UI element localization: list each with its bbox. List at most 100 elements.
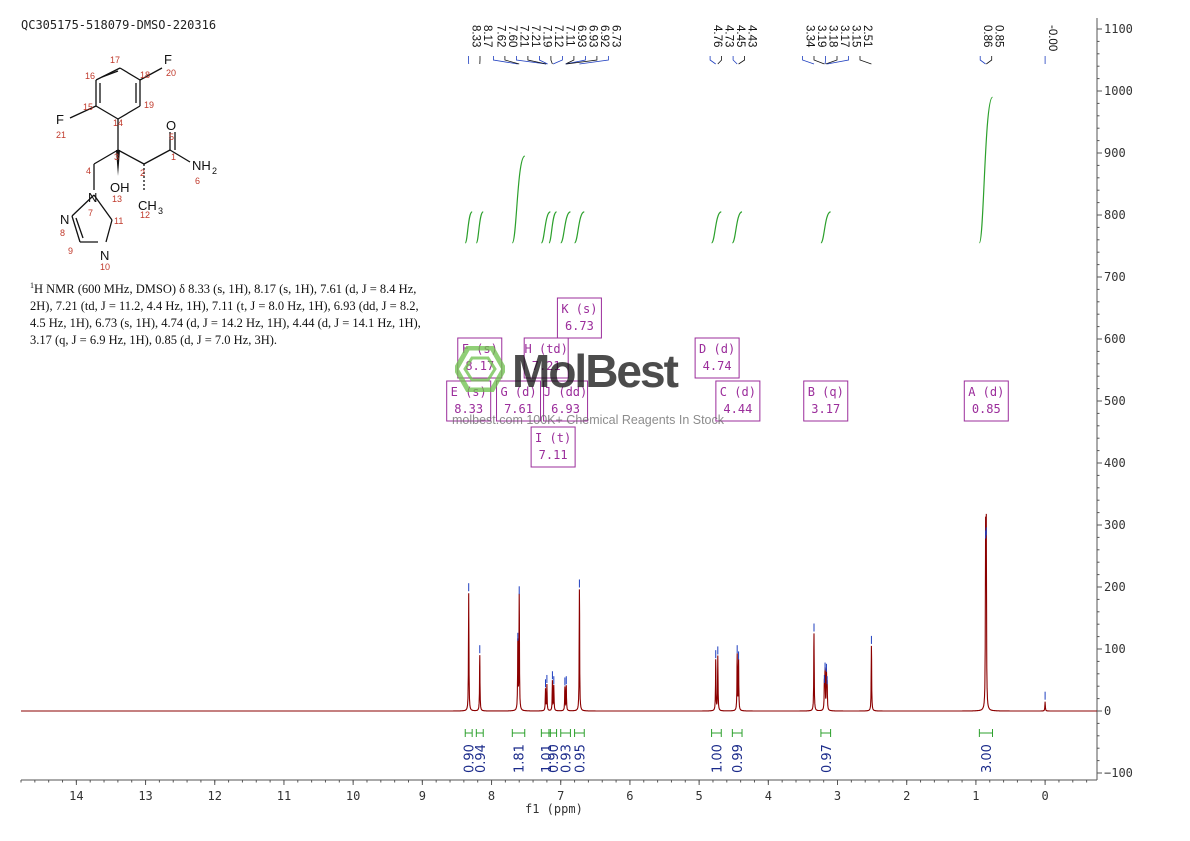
multiplet-box [530,426,576,468]
peak-label: 4.73 [723,25,735,47]
integration-value: 0.90 [463,744,478,773]
peak-label: 7.62 [494,25,506,47]
peak-label-connector [986,56,993,65]
watermark-logo: MolBest [512,345,679,397]
peak-label-connector [516,56,547,65]
watermark: MolBest molbest.com 100K+ Chemical Reage… [452,345,724,430]
svg-text:17: 17 [110,55,120,65]
peak-label: 6.93 [586,25,598,47]
integral-curve [560,211,571,244]
multiplet-box [543,380,589,422]
svg-text:6: 6 [195,176,200,186]
x-tick-label: 13 [138,789,152,803]
svg-text:11: 11 [114,216,123,226]
peak-label: 8.33 [470,25,482,47]
peak-label-connector [550,56,553,65]
peak-label: 6.92 [598,25,610,47]
peak-marks [468,527,1046,700]
svg-text:19: 19 [144,100,154,110]
svg-text:2: 2 [140,168,145,178]
x-axis-title: f1 (ppm) [525,802,583,816]
multiplet-name: D (d) [699,342,735,356]
svg-text:7: 7 [88,208,93,218]
svg-text:O: O [166,118,176,133]
integral-curve [464,211,473,244]
svg-text:16: 16 [85,71,95,81]
svg-text:9: 9 [68,246,73,256]
multiplet-shift: 4.44 [723,402,752,416]
y-tick-label: 700 [1104,270,1126,284]
svg-text:CH: CH [138,198,157,213]
peak-label: 4.45 [734,25,746,47]
y-tick-label: 400 [1104,456,1126,470]
integral-curve [573,211,585,244]
multiplet-box [963,380,1009,422]
multiplet-shift: 8.17 [465,359,494,373]
integral-curve [548,211,558,244]
integration-value: 0.93 [560,744,575,773]
integral-curve [978,96,994,244]
multiplet-name: G (d) [500,385,536,399]
multiplet-box [496,380,542,422]
y-tick-label: 1000 [1104,84,1133,98]
multiplet-box [556,297,602,339]
svg-text:F: F [56,112,64,127]
multiplet-boxes: K (s)6.73F (s)8.17H (td)7.21D (d)4.74E (… [446,297,1009,468]
peak-label-connector [717,56,722,65]
multiplet-name: H (td) [525,342,568,356]
y-tick-label: 200 [1104,580,1126,594]
peak-label-connector [539,56,548,65]
svg-text:13: 13 [112,194,122,204]
integration-value: 0.90 [547,744,562,773]
integration-value: 1.00 [710,744,725,773]
x-tick-label: 1 [972,789,979,803]
multiplet-name: J (dd) [544,385,587,399]
peak-label: 3.34 [804,25,816,48]
y-tick-label: 800 [1104,208,1126,222]
svg-text:10: 10 [100,262,110,272]
multiplet-shift: 8.33 [454,402,483,416]
peak-label-connector [813,56,825,65]
x-tick-label: 6 [626,789,633,803]
svg-text:4: 4 [86,166,91,176]
peak-label-connector [579,56,609,65]
multiplet-shift: 4.74 [703,359,732,373]
peak-label-connector [709,56,716,65]
peak-label: 3.19 [815,25,827,47]
peak-label-connector [527,56,547,65]
integration-value: 0.99 [731,744,746,773]
watermark-tagline: molbest.com 100K+ Chemical Reagents In S… [452,413,725,427]
peak-labels: 8.33 8.17 7.62 7.60 7.21 7.21 7.19 7.12 7.11 6.93… [468,25,1058,65]
multiplet-name: B (q) [808,385,844,399]
svg-text:1: 1 [171,152,176,162]
multiplet-name: K (s) [561,302,597,316]
integration-value: 0.94 [474,744,489,773]
peak-label: 0.86 [981,25,993,47]
y-tick-label: 0 [1104,704,1111,718]
integration-value: 3.00 [980,744,995,773]
multiplet-shift: 0.85 [972,402,1001,416]
peak-label-connector [979,56,986,65]
integral-curve [511,155,526,244]
x-tick-label: 10 [346,789,360,803]
molecule-structure: F F O NH 2 OH CH 3 N N N 123 456 789 10111… [56,52,217,272]
svg-text:8: 8 [60,228,65,238]
peak-label: 8.17 [481,25,493,47]
multiplet-name: I (t) [535,431,571,445]
peak-label: 4.76 [711,25,723,47]
peak-label-connector [552,56,563,65]
y-tick-label: 500 [1104,394,1126,408]
svg-text:20: 20 [166,68,176,78]
peak-label-connector [827,56,849,65]
spectrum-line [21,513,1097,712]
nucleus-superscript: 1 [30,281,34,290]
peak-label: 3.15 [850,25,862,47]
integration-value: 1.01 [540,744,555,773]
integral-curves [464,96,994,244]
svg-text:NH: NH [192,158,211,173]
multiplet-name: C (d) [720,385,756,399]
spectrum [21,513,1097,712]
y-tick-label: 1100 [1104,22,1133,36]
x-tick-label: 5 [696,789,703,803]
